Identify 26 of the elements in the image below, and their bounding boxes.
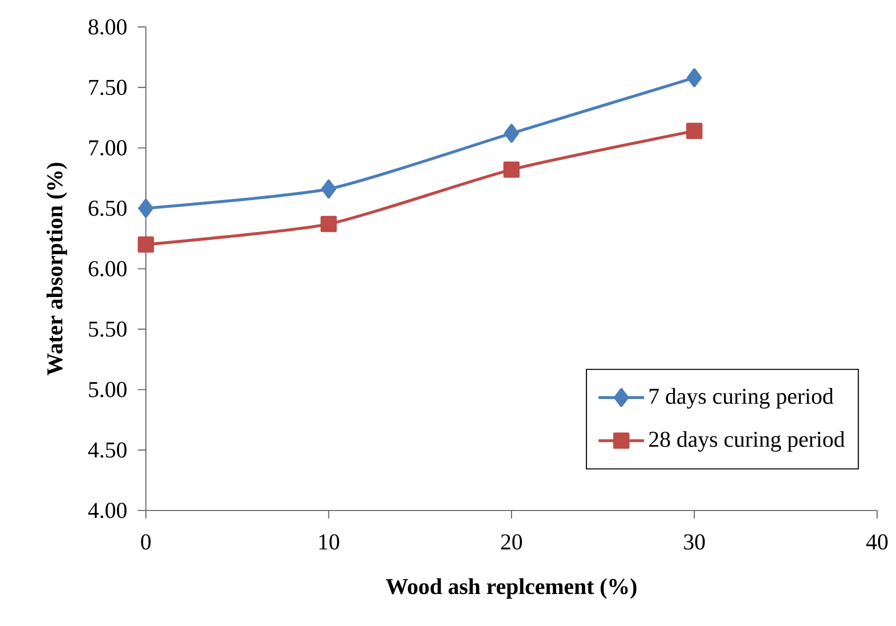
- x-tick-label: 30: [684, 534, 705, 550]
- y-tick-label: 4.50: [88, 442, 127, 458]
- y-tick-label: 6.00: [88, 260, 127, 276]
- point: [503, 161, 520, 178]
- x-tick-label: 10: [319, 534, 340, 550]
- point: [138, 198, 154, 218]
- y-axis-title: Water absorption (%): [46, 162, 68, 376]
- legend-label: 28 days curing period: [649, 430, 845, 452]
- point: [504, 124, 519, 143]
- point: [686, 122, 702, 139]
- legend-label: 7 days curing period: [650, 388, 834, 408]
- y-tick-label: 7.00: [89, 140, 127, 156]
- y-tick-label: 5.00: [89, 382, 127, 398]
- point: [320, 216, 337, 232]
- point: [321, 179, 336, 198]
- y-tick-label: 5.50: [89, 321, 127, 337]
- point: [686, 68, 702, 88]
- x-axis-title: Wood ash replcement (%): [386, 578, 636, 599]
- y-tick-label: 8.00: [88, 19, 127, 34]
- point: [138, 236, 154, 252]
- x-tick-label: 0: [141, 534, 151, 550]
- y-tick-label: 6.50: [88, 200, 127, 216]
- x-tick-label: 20: [501, 534, 522, 550]
- y-tick-label: 4.00: [88, 502, 127, 518]
- x-tick-label: 40: [866, 534, 888, 550]
- y-tick-label: 7.50: [89, 80, 127, 95]
